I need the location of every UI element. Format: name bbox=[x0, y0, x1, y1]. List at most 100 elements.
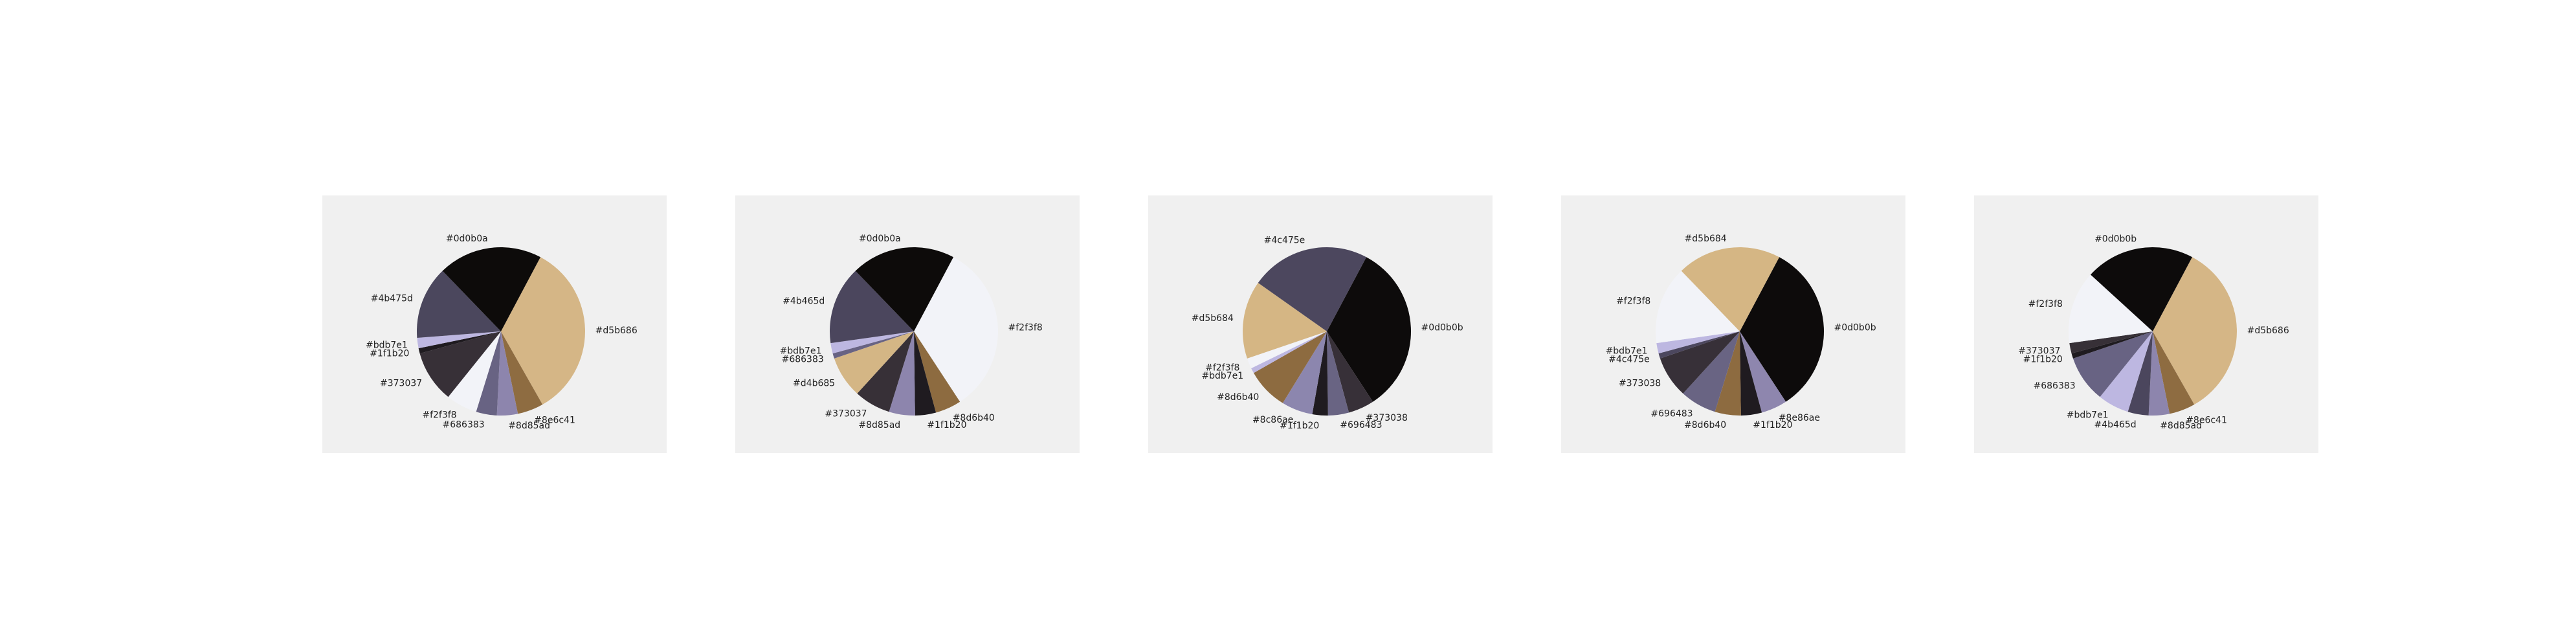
slice-label: #f2f3f8 bbox=[1616, 296, 1650, 307]
pie-slice bbox=[914, 331, 960, 413]
pie-slice bbox=[1660, 331, 1740, 394]
slice-label: #d5b686 bbox=[595, 326, 638, 336]
pie-slice bbox=[476, 331, 501, 416]
slice-label: #4b475d bbox=[371, 293, 413, 304]
slice-label: #1f1b20 bbox=[927, 420, 966, 430]
pie-slice bbox=[2069, 331, 2153, 354]
pie-slice bbox=[1656, 331, 1740, 354]
pie-slice bbox=[889, 331, 915, 416]
pie-slice bbox=[448, 331, 501, 412]
slice-label: #696483 bbox=[1650, 408, 1693, 419]
pie-slice bbox=[1258, 247, 1367, 331]
pie-slice bbox=[1715, 331, 1741, 416]
slice-label: #373038 bbox=[1619, 379, 1661, 389]
slice-label: #373037 bbox=[2018, 346, 2060, 356]
slice-label: #696483 bbox=[1340, 420, 1382, 430]
slice-label: #686383 bbox=[782, 355, 824, 365]
pie-slice bbox=[2071, 331, 2153, 359]
slice-label: #0d0b0b bbox=[1421, 322, 1463, 333]
pie-chart-3: #0d0b0b #373038#696483 #1f1b20#8c86ae #8d6b… bbox=[1192, 235, 1463, 431]
slice-label: #f2f3f8 bbox=[1008, 322, 1043, 333]
pie-slice bbox=[416, 271, 501, 338]
pie-chart-4: #0d0b0b #8e86ae#1f1b20 #8d6b40#696483 #3730… bbox=[1606, 234, 1876, 430]
slice-label: #4c475e bbox=[1264, 235, 1305, 245]
pie-slice bbox=[914, 331, 937, 416]
pie-slice bbox=[832, 331, 914, 359]
slice-label: #8d85ad bbox=[2160, 421, 2202, 431]
pie-slice bbox=[857, 331, 914, 412]
slice-label: #d4b685 bbox=[793, 379, 835, 389]
pie-slice bbox=[2072, 331, 2153, 397]
slice-label: #373038 bbox=[1366, 413, 1408, 423]
slice-label: #4b465d bbox=[783, 296, 825, 307]
slice-label: #8d85ad bbox=[508, 421, 550, 431]
pie-panel-5: #d5b686 #8e6c41 #8d85ad #4b465d #bdb7e1 #6863… bbox=[1974, 195, 2318, 453]
slice-label: #bdb7e1 bbox=[1606, 346, 1648, 356]
pie-slice bbox=[830, 271, 914, 344]
pie-slice bbox=[830, 331, 914, 354]
pie-slice bbox=[1247, 331, 1327, 368]
slice-label: #d5b684 bbox=[1192, 313, 1234, 324]
slice-label: #686383 bbox=[2034, 381, 2076, 392]
slice-label: #d5b684 bbox=[1685, 234, 1727, 244]
slice-label: #0d0b0b bbox=[2094, 234, 2137, 245]
slice-label: #8c86ae bbox=[1252, 415, 1293, 425]
slice-label: #8e6c41 bbox=[2186, 415, 2227, 425]
pie-slice bbox=[417, 331, 501, 349]
pie-slice bbox=[2069, 274, 2153, 344]
pie-panel-4: #0d0b0b #8e86ae #1f1b20 #8d6b40 #696483 #3730… bbox=[1561, 195, 1905, 453]
pie-slice bbox=[501, 257, 585, 405]
slice-label: #1f1b20 bbox=[1280, 421, 1319, 431]
slice-label: #bdb7e1 bbox=[366, 340, 408, 350]
pie-slice bbox=[2127, 331, 2153, 416]
slice-label: #8d6b40 bbox=[1217, 392, 1259, 403]
slice-label: #373037 bbox=[825, 408, 867, 419]
slice-label: #f2f3f8 bbox=[1205, 363, 1239, 373]
pie-slice bbox=[1327, 331, 1373, 413]
slice-label: #0d0b0a bbox=[859, 234, 901, 244]
slice-label: #1f1b20 bbox=[2023, 355, 2063, 365]
pie-slice bbox=[1681, 247, 1780, 331]
pie-slice bbox=[2148, 331, 2170, 416]
pie-slice bbox=[1656, 271, 1740, 344]
pie-slice bbox=[1740, 257, 1824, 402]
slice-label: #bdb7e1 bbox=[1201, 371, 1243, 381]
pie-slice bbox=[2153, 257, 2237, 405]
slice-label: #8d6b40 bbox=[1684, 420, 1726, 430]
slice-label: #0d0b0a bbox=[446, 234, 488, 244]
slice-label: #bdb7e1 bbox=[2067, 410, 2109, 421]
pie-slice bbox=[1251, 331, 1327, 373]
pie-slice bbox=[1312, 331, 1328, 416]
pie-slice bbox=[1740, 331, 1762, 416]
slice-label: #4c475e bbox=[1608, 355, 1650, 365]
pie-slice bbox=[2091, 247, 2193, 331]
slice-label: #f2f3f8 bbox=[2028, 299, 2063, 309]
pie-slice bbox=[1658, 331, 1740, 359]
pie-slice bbox=[1327, 331, 1349, 416]
pie-slice bbox=[1327, 257, 1411, 402]
pie-slice bbox=[1683, 331, 1740, 412]
pie-slice bbox=[855, 247, 954, 331]
pie-slice bbox=[1740, 331, 1786, 413]
pie-slice bbox=[442, 247, 541, 331]
pie-chart-1: #d5b686 #8e6c41#8d85ad #686383#f2f3f8 #3730… bbox=[366, 234, 638, 431]
pie-chart-2: #f2f3f8 #8d6b40#1f1b20 #8d85ad#373037 #d4b6… bbox=[780, 234, 1043, 430]
slice-label: #f2f3f8 bbox=[422, 410, 456, 421]
pie-slice bbox=[1243, 283, 1327, 359]
slice-label: #1f1b20 bbox=[1753, 420, 1792, 430]
pie-slice bbox=[418, 331, 501, 354]
slice-label: #686383 bbox=[443, 419, 485, 430]
pie-slice bbox=[496, 331, 518, 416]
slice-label: #bdb7e1 bbox=[780, 346, 822, 356]
pie-slice bbox=[419, 331, 501, 397]
pie-slice bbox=[914, 257, 998, 402]
pie-slice bbox=[1282, 331, 1327, 415]
slice-label: #8e86ae bbox=[1779, 413, 1820, 423]
pie-panel-3: #0d0b0b #373038 #696483 #1f1b20 #8c86ae #8d6b… bbox=[1148, 195, 1493, 453]
pie-panel-2: #f2f3f8 #8d6b40 #1f1b20 #8d85ad #373037 #d4b6… bbox=[735, 195, 1080, 453]
slice-label: #0d0b0b bbox=[1834, 322, 1876, 333]
pie-panel-1: #d5b686 #8e6c41 #8d85ad #686383 #f2f3f8 #3730… bbox=[322, 195, 667, 453]
pie-slice bbox=[501, 331, 543, 414]
slice-label: #373037 bbox=[380, 379, 422, 389]
slice-label: #8d85ad bbox=[858, 420, 900, 430]
